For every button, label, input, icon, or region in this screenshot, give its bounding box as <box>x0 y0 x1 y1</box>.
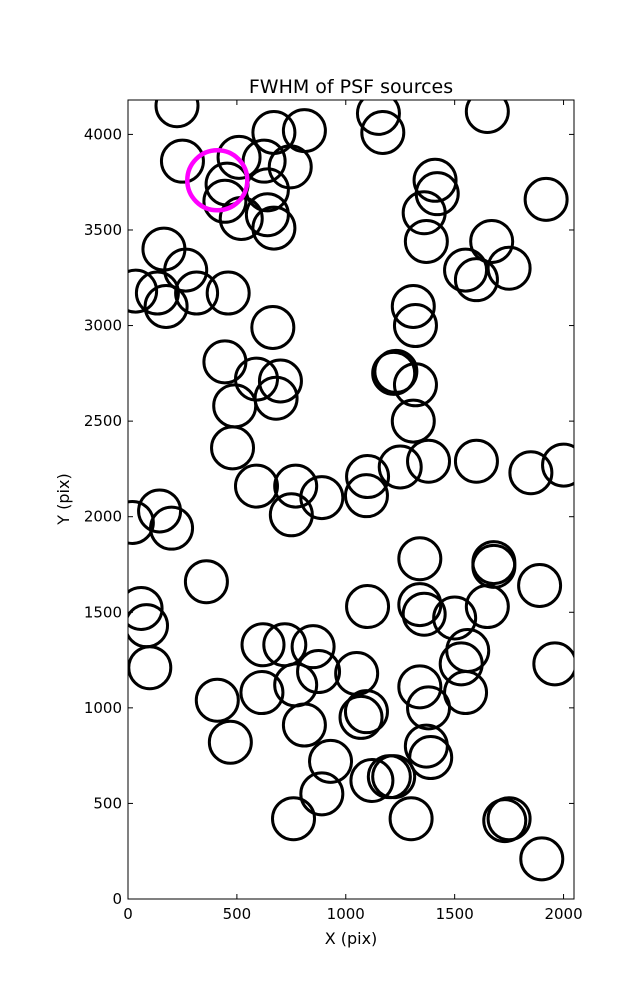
y-tick-label: 1000 <box>84 699 122 717</box>
source-marker <box>154 100 200 129</box>
source-marker <box>397 664 443 710</box>
source-marker <box>134 270 180 316</box>
source-marker <box>397 582 443 628</box>
source-marker <box>290 624 336 670</box>
source-marker <box>388 796 434 842</box>
source-marker <box>128 645 173 691</box>
source-marker <box>408 735 454 781</box>
source-marker <box>174 270 220 316</box>
source-marker <box>345 584 391 630</box>
x-tick-label: 500 <box>223 905 252 923</box>
source-marker <box>443 247 489 293</box>
source-marker <box>523 176 569 222</box>
axis-ticks: 0 500 1000 1500 2000 0 500 1000 1500 2000 2500 3000… <box>84 100 583 923</box>
source-marker <box>486 245 532 291</box>
source-marker <box>401 190 447 236</box>
source-marker <box>532 641 574 687</box>
x-tick-label: 1500 <box>436 905 474 923</box>
source-marker <box>183 559 229 605</box>
source-marker <box>240 622 286 668</box>
source-marker <box>397 536 443 582</box>
source-marker <box>271 796 317 842</box>
source-marker <box>296 649 342 695</box>
source-marker <box>137 488 183 534</box>
source-marker <box>233 463 279 509</box>
source-marker <box>308 738 354 784</box>
x-tick-label: 2000 <box>544 905 582 923</box>
source-marker <box>464 100 510 134</box>
source-marker <box>299 475 345 521</box>
source-marker <box>128 268 159 314</box>
source-marker <box>377 444 423 490</box>
source-marker <box>343 689 389 735</box>
source-marker <box>390 283 436 329</box>
y-tick-label: 3500 <box>84 221 122 239</box>
source-marker <box>163 247 209 293</box>
source-marker <box>401 591 447 637</box>
source-marker <box>251 205 297 251</box>
source-marker <box>355 100 401 136</box>
source-marker <box>390 398 436 444</box>
source-marker <box>338 694 384 740</box>
y-tick-label: 2500 <box>84 412 122 430</box>
y-axis-label: Y (pix) <box>54 473 73 525</box>
source-marker <box>207 719 253 765</box>
source-marker <box>345 454 391 500</box>
source-marker <box>250 304 296 350</box>
source-marker <box>216 134 262 180</box>
x-axis-label: X (pix) <box>325 929 378 948</box>
plot-frame <box>127 99 575 900</box>
source-marker <box>194 677 240 723</box>
source-marker <box>159 138 205 184</box>
source-marker <box>392 303 438 349</box>
source-marker <box>343 473 389 519</box>
source-marker <box>239 670 285 716</box>
y-tick-label: 500 <box>93 794 122 812</box>
source-marker <box>486 796 532 842</box>
source-marker <box>469 218 515 264</box>
source-marker <box>210 425 256 471</box>
y-tick-label: 1500 <box>84 603 122 621</box>
source-markers <box>128 100 574 882</box>
x-tick-label: 0 <box>123 905 133 923</box>
source-marker <box>143 283 189 329</box>
source-marker <box>267 144 313 190</box>
source-marker <box>453 257 499 303</box>
source-marker <box>453 438 499 484</box>
source-marker <box>371 754 417 800</box>
y-tick-label: 2000 <box>84 508 122 526</box>
y-tick-label: 0 <box>112 890 122 908</box>
source-marker <box>517 563 563 609</box>
highlight-marker-group <box>185 148 250 213</box>
source-marker <box>412 157 458 203</box>
x-tick-label: 1000 <box>327 905 365 923</box>
source-marker <box>299 771 345 817</box>
chart-title: FWHM of PSF sources <box>249 76 453 98</box>
source-marker <box>273 463 319 509</box>
source-marker <box>464 584 510 630</box>
source-marker <box>541 442 574 488</box>
y-tick-label: 3000 <box>84 317 122 335</box>
source-marker <box>403 218 449 264</box>
source-marker <box>128 585 164 631</box>
source-marker <box>149 505 195 551</box>
source-marker <box>392 362 438 408</box>
source-marker <box>443 670 489 716</box>
source-marker <box>508 450 554 496</box>
source-marker <box>349 757 395 803</box>
source-marker <box>432 595 478 641</box>
source-marker <box>202 178 248 224</box>
source-marker <box>406 438 452 484</box>
source-marker <box>371 350 417 396</box>
source-marker <box>257 358 303 404</box>
source-marker <box>281 702 327 748</box>
source-marker <box>205 270 251 316</box>
y-tick-label: 4000 <box>84 125 122 143</box>
source-marker <box>360 109 406 155</box>
highlight-marker <box>185 148 250 213</box>
source-marker <box>519 836 565 882</box>
source-marker <box>128 499 155 545</box>
